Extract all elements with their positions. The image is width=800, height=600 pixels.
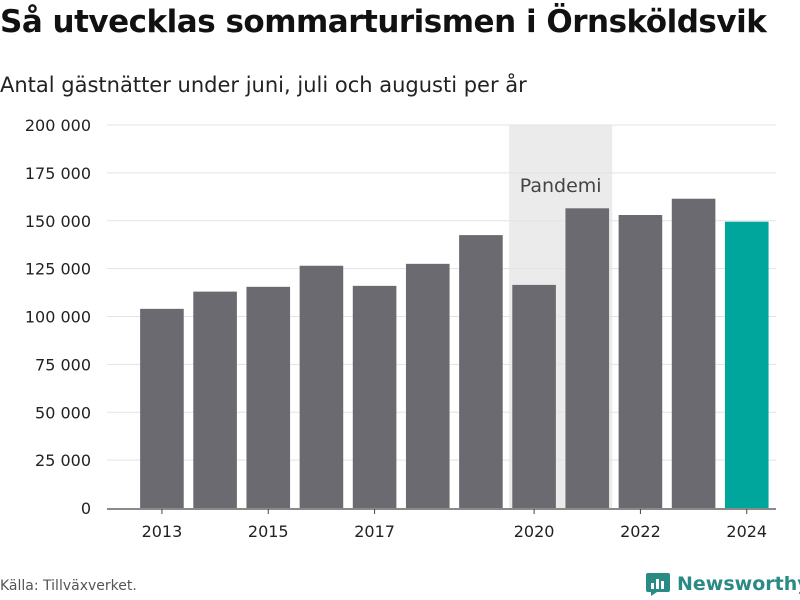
brand-logo: Newsworthy — [645, 570, 800, 598]
bar-highlight — [724, 221, 769, 508]
bar — [140, 308, 184, 508]
y-tick-label: 125 000 — [25, 260, 91, 279]
y-tick-label: 25 000 — [35, 451, 91, 470]
x-tick-label: 2020 — [514, 522, 555, 541]
bar — [512, 284, 556, 508]
y-tick-label: 75 000 — [35, 355, 91, 374]
bar — [671, 198, 716, 509]
y-tick-label: 175 000 — [25, 164, 91, 183]
bar-chart: Pandemi 0 25 000 50 000 75 000 100 000 125 00… — [25, 116, 776, 541]
chart-title: Så utvecklas sommarturismen i Örnsköldsv… — [0, 4, 767, 40]
bar — [405, 263, 450, 508]
y-tick-label: 100 000 — [25, 308, 91, 327]
x-tick-label: 2013 — [142, 522, 183, 541]
newsworthy-logo-icon — [646, 573, 670, 596]
pandemic-label: Pandemi — [520, 175, 602, 197]
y-tick-label: 50 000 — [35, 403, 91, 422]
y-tick-label: 0 — [81, 499, 91, 518]
y-tick-label: 200 000 — [25, 116, 91, 135]
bar — [618, 215, 663, 508]
bar — [459, 235, 503, 509]
bar — [299, 265, 344, 508]
x-tick-label: 2015 — [248, 522, 289, 541]
bar — [565, 208, 610, 509]
chart-subtitle: Antal gästnätter under juni, juli och au… — [0, 73, 527, 97]
bar — [246, 286, 291, 508]
y-tick-label: 150 000 — [25, 212, 91, 231]
x-tick-label: 2024 — [726, 522, 767, 541]
source-note: Källa: Tillväxverket. — [0, 578, 137, 594]
x-tick-label: 2022 — [620, 522, 661, 541]
brand-name: Newsworthy — [677, 573, 800, 595]
bar — [352, 285, 397, 508]
x-tick-label: 2017 — [354, 522, 395, 541]
bar — [193, 291, 237, 508]
